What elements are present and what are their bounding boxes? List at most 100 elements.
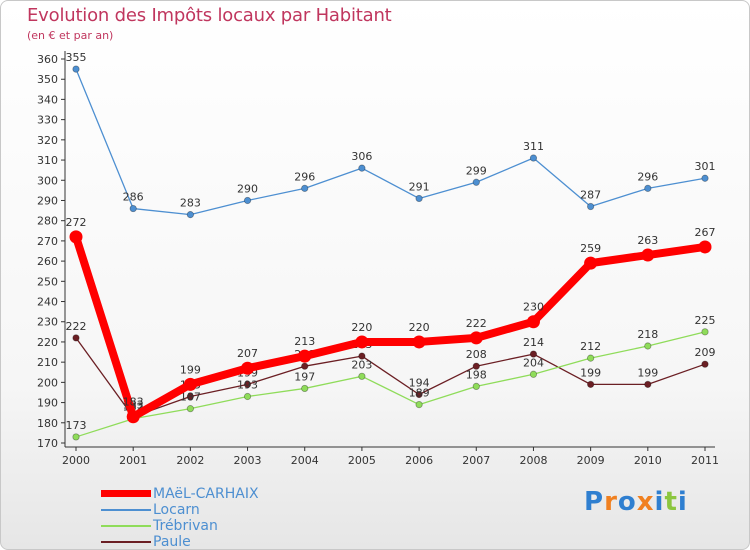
y-tick-label: 250 [37, 275, 58, 288]
data-label-locarn: 291 [409, 180, 430, 193]
y-tick-label: 220 [37, 336, 58, 349]
series-line-paule [75, 337, 706, 418]
y-tick-label: 180 [37, 417, 58, 430]
data-label-mael-carhaix: 230 [523, 301, 544, 314]
data-point-trebrivan [529, 370, 538, 378]
x-tick-label: 2002 [176, 454, 204, 467]
data-label-paule: 214 [523, 336, 544, 349]
x-tick-label: 2010 [634, 454, 662, 467]
data-point-mael-carhaix [183, 377, 197, 391]
data-point-mael-carhaix [355, 335, 369, 349]
x-tick-label: 2004 [291, 454, 319, 467]
x-tick-label: 2006 [405, 454, 433, 467]
data-label-locarn: 311 [523, 140, 544, 153]
data-label-trebrivan: 189 [409, 387, 430, 400]
data-label-locarn: 287 [580, 189, 601, 202]
data-point-locarn [186, 211, 194, 219]
data-point-locarn [529, 154, 538, 162]
data-label-mael-carhaix: 222 [466, 317, 487, 330]
data-label-locarn: 301 [695, 160, 716, 173]
legend-swatch-trebrivan [101, 525, 151, 527]
y-tick-label: 350 [37, 73, 58, 86]
data-label-trebrivan: 198 [466, 368, 487, 381]
y-tick-label: 330 [37, 114, 58, 127]
data-label-trebrivan: 193 [237, 379, 258, 392]
data-point-locarn [301, 184, 309, 192]
data-point-paule [529, 350, 538, 358]
data-point-paule [644, 380, 652, 388]
data-point-locarn [587, 202, 595, 211]
data-label-trebrivan: 197 [294, 370, 315, 383]
data-label-locarn: 283 [180, 197, 201, 210]
data-point-mael-carhaix [69, 230, 83, 244]
data-label-trebrivan: 225 [695, 314, 716, 327]
data-point-trebrivan [587, 354, 595, 362]
y-tick-label: 260 [37, 255, 58, 268]
chart-title: Evolution des Impôts locaux par Habitant [27, 5, 392, 26]
data-label-paule: 208 [466, 348, 487, 361]
data-label-mael-carhaix: 220 [409, 321, 430, 334]
data-label-mael-carhaix: 267 [695, 226, 716, 239]
data-point-locarn [472, 178, 480, 186]
data-label-mael-carhaix: 259 [580, 242, 601, 255]
data-label-locarn: 306 [351, 150, 372, 163]
data-point-locarn [129, 204, 137, 213]
data-point-locarn [644, 184, 652, 192]
data-point-trebrivan [472, 382, 480, 391]
y-tick-label: 310 [37, 154, 58, 167]
data-point-trebrivan [415, 400, 423, 409]
data-label-mael-carhaix: 272 [66, 216, 87, 229]
series-line-locarn [75, 68, 706, 216]
x-tick-label: 2007 [462, 454, 490, 467]
data-label-paule: 199 [580, 366, 601, 379]
y-tick-label: 170 [37, 437, 58, 450]
data-label-locarn: 296 [294, 170, 315, 183]
data-label-locarn: 286 [123, 191, 144, 204]
data-point-paule [358, 352, 366, 360]
data-label-mael-carhaix: 183 [123, 396, 144, 409]
data-label-trebrivan: 212 [580, 340, 601, 353]
data-label-locarn: 290 [237, 182, 258, 195]
data-point-trebrivan [301, 384, 309, 393]
data-label-mael-carhaix: 199 [180, 363, 201, 376]
y-tick-label: 210 [37, 356, 58, 369]
data-label-locarn: 355 [66, 51, 87, 64]
data-point-mael-carhaix [241, 361, 255, 375]
legend-swatch-locarn [101, 509, 151, 511]
data-point-paule [415, 390, 423, 399]
x-tick-label: 2008 [519, 454, 547, 467]
data-point-trebrivan [72, 433, 80, 441]
proxiti-logo: Proxiti [584, 487, 688, 517]
data-label-paule: 222 [66, 320, 87, 333]
data-point-locarn [701, 174, 709, 182]
data-label-mael-carhaix: 220 [351, 321, 372, 334]
data-point-paule [301, 362, 309, 370]
data-point-mael-carhaix [298, 349, 312, 363]
y-tick-label: 200 [37, 376, 58, 389]
legend-label-locarn: Locarn [153, 502, 200, 518]
data-label-locarn: 299 [466, 164, 487, 177]
x-tick-label: 2011 [691, 454, 719, 467]
data-label-paule: 199 [637, 366, 658, 379]
data-point-mael-carhaix [469, 331, 483, 345]
series-line-trebrivan [75, 331, 706, 438]
data-point-mael-carhaix [526, 315, 540, 329]
y-tick-label: 300 [37, 174, 58, 187]
series-line-mael-carhaix [72, 232, 709, 421]
data-label-paule: 209 [695, 346, 716, 359]
data-point-paule [472, 362, 480, 370]
data-point-mael-carhaix [412, 335, 426, 349]
data-point-mael-carhaix [698, 240, 712, 254]
data-point-trebrivan [186, 405, 194, 413]
data-point-trebrivan [243, 392, 252, 401]
legend-label-paule: Paule [153, 534, 191, 550]
y-tick-label: 360 [37, 53, 58, 66]
x-tick-label: 2001 [119, 454, 147, 467]
data-point-paule [587, 380, 595, 388]
data-label-trebrivan: 204 [523, 356, 544, 369]
data-label-mael-carhaix: 263 [637, 234, 658, 247]
y-tick-label: 240 [37, 296, 58, 309]
data-point-mael-carhaix [584, 256, 598, 270]
